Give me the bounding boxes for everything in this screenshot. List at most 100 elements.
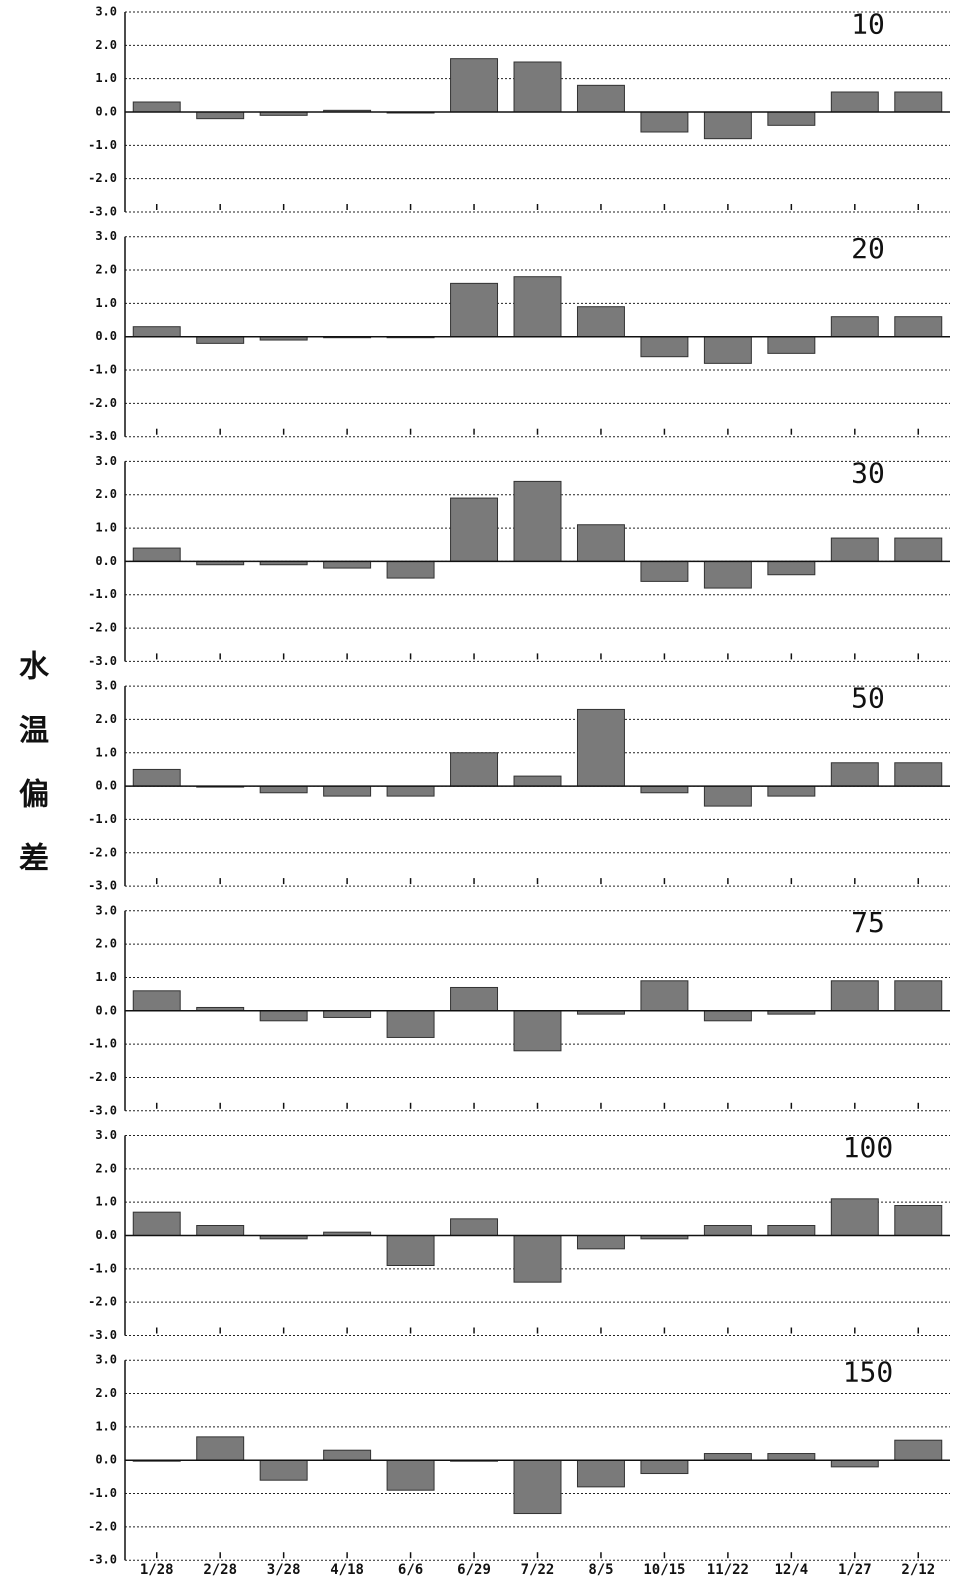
- bar: [703, 1225, 752, 1236]
- bar: [576, 306, 625, 338]
- y-tick-label: 3.0: [95, 5, 117, 19]
- y-tick-label: 2.0: [95, 712, 117, 726]
- bar: [513, 1459, 562, 1515]
- y-tick-label: 3.0: [95, 454, 117, 468]
- bar: [767, 1225, 816, 1236]
- bar: [830, 316, 879, 338]
- bar: [894, 316, 943, 338]
- y-tick-label: 1.0: [95, 71, 117, 85]
- bar: [830, 762, 879, 787]
- bar: [513, 1235, 562, 1283]
- bar: [767, 336, 816, 354]
- y-tick-label: 3.0: [95, 229, 117, 243]
- bar: [132, 768, 181, 787]
- y-tick-label: 2.0: [95, 487, 117, 501]
- bar: [196, 336, 245, 344]
- x-tick-label: 10/15: [643, 1562, 685, 1576]
- y-tick-label: -1.0: [88, 138, 117, 152]
- y-tick-label: -2.0: [88, 621, 117, 635]
- panel-title: 50: [851, 681, 885, 714]
- bar: [513, 1010, 562, 1052]
- bar: [323, 785, 372, 797]
- bar: [894, 91, 943, 113]
- bar: [640, 785, 689, 794]
- bar: [576, 524, 625, 562]
- bar: [576, 1459, 625, 1488]
- bar: [386, 1459, 435, 1491]
- y-tick-label: 2.0: [95, 1161, 117, 1175]
- y-tick-label: 1.0: [95, 970, 117, 984]
- y-tick-label: -2.0: [88, 1070, 117, 1084]
- bar: [703, 785, 752, 807]
- bar: [767, 1453, 816, 1461]
- y-tick-label: -2.0: [88, 845, 117, 859]
- bar: [703, 560, 752, 589]
- y-tick-label: 0.0: [95, 1003, 117, 1017]
- panel-title: 75: [851, 906, 885, 939]
- y-tick-label: 2.0: [95, 38, 117, 52]
- bar: [132, 326, 181, 338]
- y-tick-label: -3.0: [88, 654, 117, 668]
- y-tick-label: -2.0: [88, 396, 117, 410]
- y-tick-label: -3.0: [88, 1553, 117, 1567]
- bar: [132, 547, 181, 562]
- y-tick-label: 1.0: [95, 1419, 117, 1433]
- y-tick-label: 0.0: [95, 1228, 117, 1242]
- x-tick-label: 2/28: [203, 1562, 237, 1576]
- x-tick-label: 12/4: [774, 1562, 808, 1576]
- bar: [323, 1010, 372, 1018]
- bar: [450, 986, 499, 1012]
- bar: [386, 1235, 435, 1266]
- y-tick-label: -1.0: [88, 1486, 117, 1500]
- panel-title: 150: [843, 1356, 894, 1389]
- y-tick-label: -2.0: [88, 1295, 117, 1309]
- bar: [830, 1459, 879, 1468]
- x-tick-label: 2/12: [901, 1562, 935, 1576]
- x-tick-label: 6/29: [457, 1562, 491, 1576]
- bar: [703, 336, 752, 364]
- y-tick-label: -1.0: [88, 812, 117, 826]
- bar: [132, 1211, 181, 1236]
- x-tick-label: 11/22: [707, 1562, 749, 1576]
- panel-title: 30: [851, 457, 885, 490]
- bar: [703, 1453, 752, 1461]
- y-tick-label: 0.0: [95, 554, 117, 568]
- x-tick-label: 1/27: [838, 1562, 872, 1576]
- y-tick-label: -2.0: [88, 171, 117, 185]
- bar: [196, 111, 245, 120]
- x-tick-label: 4/18: [330, 1562, 364, 1576]
- y-tick-label: 0.0: [95, 779, 117, 793]
- x-tick-label: 1/28: [140, 1562, 174, 1576]
- y-tick-label: 0.0: [95, 1453, 117, 1467]
- y-tick-label: 2.0: [95, 1386, 117, 1400]
- y-tick-label: -1.0: [88, 1261, 117, 1275]
- bar: [576, 1235, 625, 1250]
- bar: [450, 58, 499, 113]
- y-tick-label: 1.0: [95, 1195, 117, 1209]
- bar: [894, 762, 943, 787]
- bar: [323, 1449, 372, 1461]
- bar: [703, 111, 752, 140]
- bar: [830, 1198, 879, 1237]
- y-tick-label: -3.0: [88, 879, 117, 893]
- bar: [513, 61, 562, 113]
- y-tick-label: -3.0: [88, 1328, 117, 1342]
- bar: [259, 1459, 308, 1481]
- bar: [576, 708, 625, 787]
- bar: [386, 560, 435, 579]
- bar: [576, 84, 625, 113]
- x-tick-label: 6/6: [398, 1562, 423, 1576]
- bar: [386, 1010, 435, 1038]
- y-tick-label: 0.0: [95, 329, 117, 343]
- y-tick-label: -3.0: [88, 429, 117, 443]
- bar: [767, 111, 816, 126]
- bar: [894, 1439, 943, 1461]
- y-tick-label: 1.0: [95, 745, 117, 759]
- y-axis-label: 水温偏差: [13, 650, 48, 906]
- panel-title: 10: [851, 7, 885, 40]
- y-tick-label: 2.0: [95, 263, 117, 277]
- bar: [196, 1225, 245, 1236]
- bar: [132, 101, 181, 113]
